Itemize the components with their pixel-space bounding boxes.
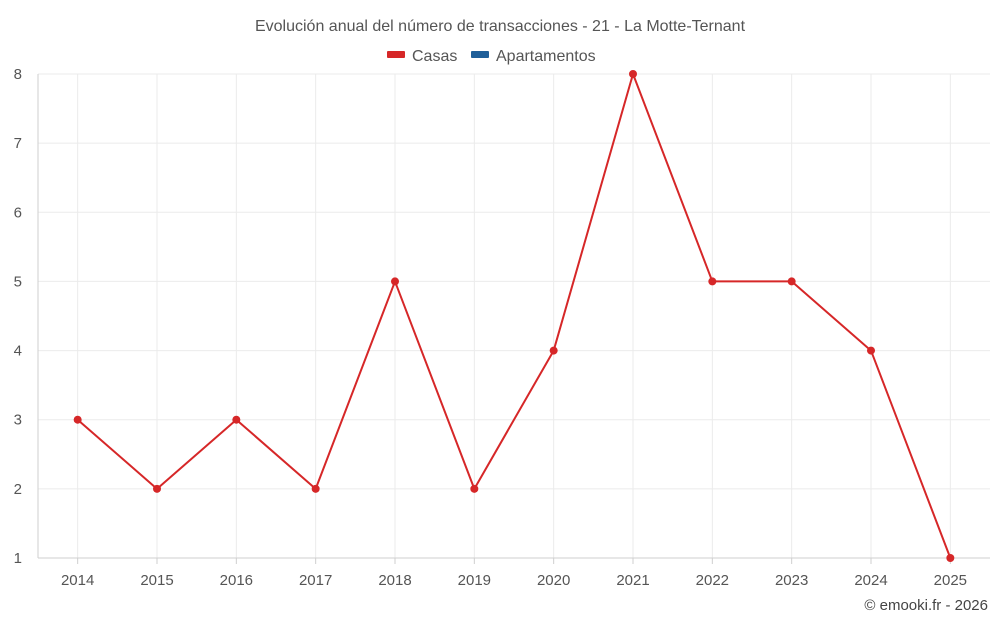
legend[interactable]: Casas Apartamentos [387, 48, 596, 65]
x-tick-label-2014: 2014 [61, 572, 94, 589]
legend-swatch-apartamentos [471, 51, 489, 58]
legend-swatch-casas [387, 51, 405, 58]
legend-label-casas: Casas [412, 48, 457, 65]
x-tick-label-2018: 2018 [378, 572, 411, 589]
data-point-casas-2020[interactable] [549, 346, 558, 355]
data-point-casas-2024[interactable] [867, 346, 875, 355]
axes: 1 2 3 4 5 6 7 8 2014 2015 2016 2017 2018 2019 2020 2021… [14, 66, 990, 589]
series-line-casas [77, 73, 952, 559]
y-tick-label-7: 7 [14, 135, 22, 152]
x-tick-label-2022: 2022 [696, 572, 729, 589]
data-point-casas-2022[interactable] [708, 277, 717, 286]
y-tick-label-6: 6 [14, 204, 22, 221]
data-point-casas-2019[interactable] [470, 484, 479, 493]
y-tick-label-8: 8 [14, 66, 22, 83]
data-point-casas-2018[interactable] [391, 277, 399, 286]
data-point-casas-2021[interactable] [629, 70, 637, 78]
y-tick-label-5: 5 [14, 273, 22, 290]
data-point-casas-2023[interactable] [787, 277, 796, 286]
x-tick-label-2024: 2024 [854, 572, 887, 589]
series [73, 70, 955, 562]
legend-item-apartamentos[interactable]: Apartamentos [471, 48, 596, 65]
data-point-casas-2025[interactable] [946, 554, 955, 562]
data-point-casas-2017[interactable] [311, 484, 320, 493]
y-tick-label-1: 1 [14, 550, 22, 567]
credit-text: © emooki.fr - 2026 [864, 597, 988, 614]
legend-label-apartamentos: Apartamentos [496, 48, 596, 65]
x-tick-label-2015: 2015 [140, 572, 173, 589]
x-tick-label-2021: 2021 [616, 572, 649, 589]
legend-item-casas[interactable]: Casas [387, 48, 457, 65]
data-point-casas-2016[interactable] [232, 415, 241, 424]
grid [38, 73, 990, 558]
x-tick-label-2019: 2019 [458, 572, 491, 589]
x-tick-label-2023: 2023 [775, 572, 808, 589]
x-tick-label-2025: 2025 [934, 572, 967, 589]
x-tick-label-2017: 2017 [299, 572, 332, 589]
y-tick-label-4: 4 [14, 343, 22, 360]
data-point-casas-2014[interactable] [73, 415, 82, 424]
chart-title: Evolución anual del número de transaccio… [255, 18, 746, 35]
y-tick-label-2: 2 [14, 481, 22, 498]
x-tick-label-2020: 2020 [537, 572, 570, 589]
data-point-casas-2015[interactable] [153, 484, 161, 493]
y-tick-label-3: 3 [14, 412, 22, 429]
x-tick-label-2016: 2016 [220, 572, 253, 589]
